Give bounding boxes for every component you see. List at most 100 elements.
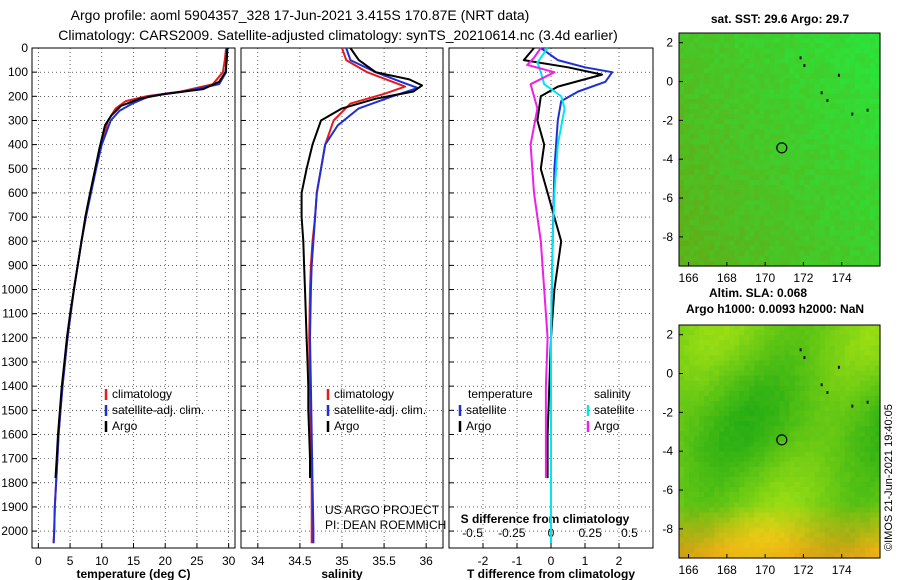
map-field-cell (739, 205, 745, 211)
map-field-cell (859, 522, 866, 529)
island-marker (803, 356, 806, 360)
map-field-cell (749, 43, 755, 49)
map-field-cell (869, 431, 876, 438)
map-field-cell (829, 547, 836, 554)
map-field-cell (859, 380, 866, 387)
map-field-cell (819, 431, 826, 438)
map-field-cell (794, 325, 801, 331)
map-field-cell (699, 174, 705, 181)
map-field-cell (819, 537, 826, 544)
map-field-cell (699, 360, 705, 367)
map-field-cell (704, 154, 710, 161)
map-field-cell (824, 73, 831, 80)
map-field-cell (724, 144, 730, 151)
map-field-cell (759, 98, 766, 105)
map-field-cell (739, 330, 745, 336)
map-field-cell (824, 421, 831, 427)
map-field-cell (689, 350, 695, 356)
map-field-cell (744, 220, 750, 227)
map-field-cell (799, 350, 806, 356)
map-field-cell (839, 512, 846, 519)
map-field-cell (804, 68, 811, 75)
map-field-cell (759, 436, 766, 443)
map-field-cell (779, 552, 786, 559)
map-field-cell (874, 230, 881, 237)
map-field-cell (724, 88, 730, 95)
map-field-cell (854, 370, 861, 377)
map-field-cell (769, 492, 776, 498)
map-field-cell (849, 184, 856, 191)
map-field-cell (744, 159, 750, 166)
legend-label: satellite-adj. clim. (334, 403, 426, 417)
map-field-cell (839, 119, 846, 125)
map-field-cell (699, 250, 705, 257)
map-field-cell (689, 325, 695, 331)
map-field-cell (829, 169, 836, 176)
map-field-cell (774, 43, 781, 49)
map-field-cell (764, 431, 771, 438)
map-field-cell (784, 73, 791, 80)
map-field-cell (849, 390, 856, 397)
map-field-cell (844, 471, 851, 478)
map-field-cell (869, 215, 876, 222)
map-field-cell (699, 335, 705, 341)
map-field-cell (739, 245, 745, 252)
map-field-cell (864, 200, 871, 206)
map-field-cell (679, 461, 685, 468)
map-field-cell (684, 174, 690, 181)
map-field-cell (824, 370, 831, 377)
map-field-cell (759, 33, 766, 39)
map-field-cell (779, 345, 786, 351)
map-field-cell (729, 456, 735, 463)
map-field-cell (729, 78, 735, 85)
map-field-cell (814, 375, 821, 382)
map-field-cell (849, 154, 856, 161)
map-field-cell (864, 370, 871, 377)
map-field-cell (869, 119, 876, 125)
map-field-cell (839, 169, 846, 176)
map-field-cell (749, 255, 755, 262)
map-field-cell (769, 205, 776, 211)
map-field-cell (754, 139, 761, 146)
map-field-cell (864, 68, 871, 75)
map-field-cell (749, 527, 755, 534)
map-field-cell (679, 164, 685, 171)
map-field-cell (839, 33, 846, 39)
map-field-cell (749, 139, 755, 146)
lat-tick-label: 2 (666, 328, 673, 342)
map-field-cell (794, 497, 801, 503)
map-field-cell (729, 103, 735, 110)
map-field-cell (859, 365, 866, 372)
map-field-cell (754, 532, 761, 539)
map-field-cell (819, 63, 826, 70)
map-field-cell (839, 370, 846, 377)
map-field-cell (754, 537, 761, 544)
map-field-cell (724, 93, 730, 100)
map-field-cell (794, 512, 801, 519)
map-field-cell (799, 451, 806, 458)
map-field-cell (834, 38, 841, 44)
map-field-cell (774, 174, 781, 181)
map-field-cell (729, 200, 735, 206)
map-field-cell (854, 441, 861, 448)
map-field-cell (749, 436, 755, 443)
map-field-cell (729, 98, 735, 105)
lat-tick-label: -4 (662, 444, 673, 458)
map-field-cell (759, 532, 766, 539)
map-field-cell (689, 205, 695, 211)
map-field-cell (834, 552, 841, 559)
map-field-cell (744, 124, 750, 130)
map-field-cell (699, 385, 705, 392)
map-field-cell (784, 411, 791, 417)
map-field-cell (779, 58, 786, 64)
map-field-cell (784, 235, 791, 242)
map-field-cell (709, 124, 715, 130)
map-field-cell (814, 547, 821, 554)
depth-tick-label: 300 (8, 113, 28, 127)
map-field-cell (844, 426, 851, 432)
map-field-cell (849, 456, 856, 463)
map-field-cell (769, 390, 776, 397)
map-field-cell (714, 436, 720, 443)
map-field-cell (794, 542, 801, 549)
map-field-cell (814, 260, 821, 267)
